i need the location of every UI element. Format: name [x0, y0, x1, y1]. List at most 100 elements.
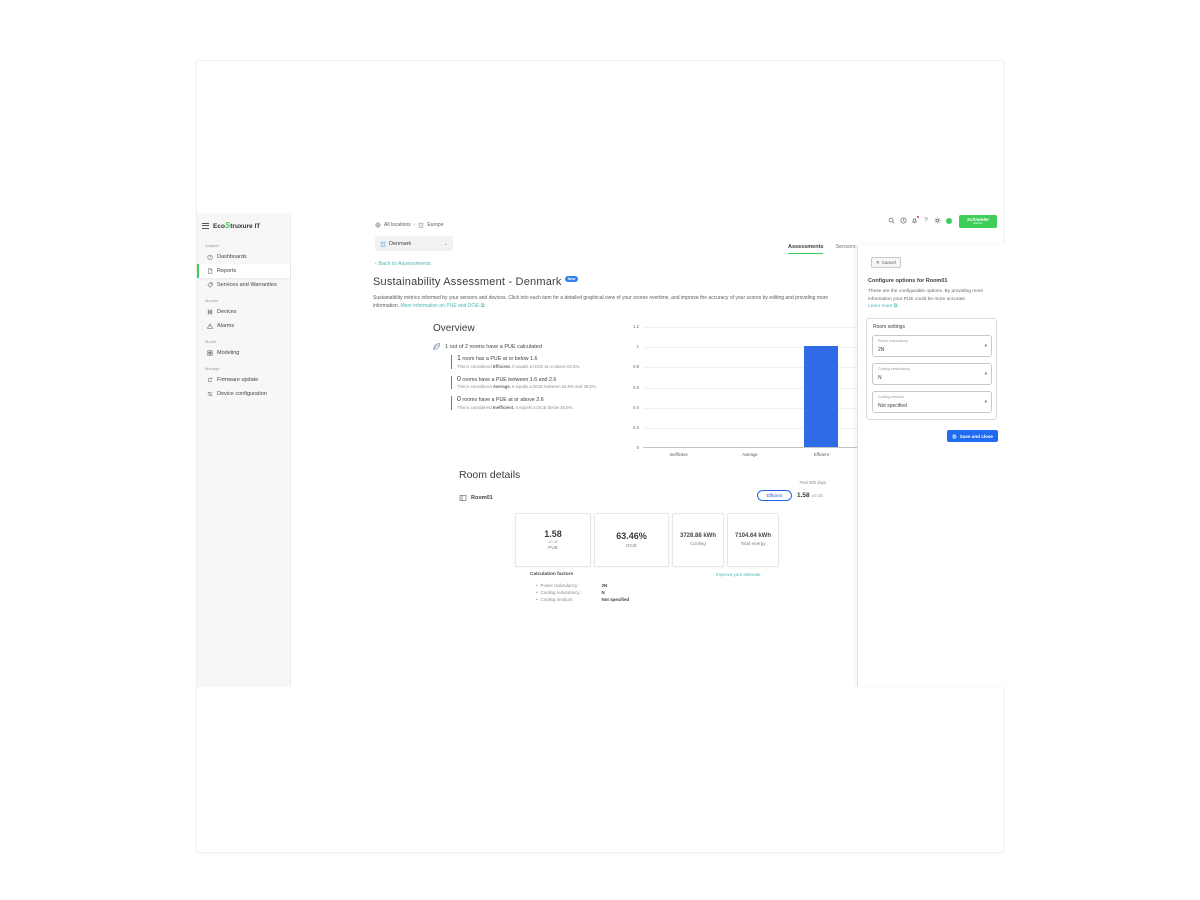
pue-dcie-info-link[interactable]: More information on PUE and DCiE ⧉ [400, 302, 485, 309]
server-icon [207, 309, 213, 315]
chart-ytick-label: 0 [636, 445, 639, 450]
panel-heading: Configure options for Room01 [868, 278, 948, 284]
gauge-icon [207, 254, 213, 260]
tab-bar: Assessments Sensors [788, 244, 856, 254]
chart-gridline [643, 427, 857, 429]
metric-card-total-energy: 7104.64 kWh Total energy [727, 513, 779, 567]
leaf-icon [433, 343, 440, 350]
pue-distribution-chart: 0 0.2 0.4 0.6 0.8 1 1.2 Inefficient Average Effi… [621, 319, 857, 471]
breadcrumb-europe[interactable]: Europe [427, 222, 444, 228]
room-row[interactable]: Room01 [459, 494, 493, 502]
sidebar-item-reports[interactable]: Reports [197, 264, 290, 278]
chart-ytick-label: 0.4 [633, 404, 639, 410]
notification-badge [916, 215, 920, 219]
sidebar-item-modeling[interactable]: Modeling [197, 346, 290, 360]
sidebar-section-analyze: Analyze [205, 243, 220, 248]
back-link[interactable]: ‹ Back to Assessments [375, 261, 431, 267]
caret-down-icon: ▾ [984, 399, 987, 404]
user-status-icon[interactable] [945, 217, 952, 224]
report-icon [208, 268, 213, 274]
room-details-heading: Room details [459, 469, 521, 481]
search-icon[interactable] [888, 217, 895, 224]
sidebar: EcoStruxure IT Analyze Dashboards Report… [197, 213, 291, 687]
metric-card-dcie: 63.46% DCiE [594, 513, 669, 567]
factor-cooling-medium: • Cooling medium: Not specified [536, 597, 630, 603]
tag-icon [207, 282, 213, 288]
chart-ytick-label: 1 [636, 344, 639, 350]
cooling-medium-select[interactable]: Cooling medium Not specified ▾ [872, 391, 992, 413]
history-icon[interactable] [900, 217, 907, 224]
cooling-redundancy-select[interactable]: Cooling redundancy N ▾ [872, 363, 992, 385]
metric-card-cooling: 3728.88 kWh Cooling [672, 513, 724, 567]
topbar-icon-row: ? [888, 215, 952, 224]
browser-page: EcoStruxure IT Analyze Dashboards Report… [196, 60, 1005, 853]
hamburger-menu-icon[interactable] [202, 222, 209, 229]
save-and-close-button[interactable]: Save and close [947, 430, 998, 442]
schneider-logo[interactable]: Schneider Electric [959, 215, 997, 228]
factor-cooling-redundancy: • Cooling redundancy: N [536, 590, 605, 596]
tab-assessments[interactable]: Assessments [788, 244, 824, 254]
overview-bullet-average: 0 rooms have a PUE between 1.6 and 2.6 T… [451, 375, 629, 389]
chart-gridline [643, 347, 857, 349]
factor-power-redundancy: • Power redundancy: 2N [536, 583, 608, 588]
sidebar-item-services-warranties[interactable]: Services and Warranties [197, 278, 290, 292]
chart-gridline [643, 387, 857, 389]
calc-factors-list: • Power redundancy: 2N • Cooling redundancy… [536, 582, 629, 603]
sidebar-section-monitor: Monitor [205, 298, 219, 303]
chevron-left-icon: ‹ [375, 261, 377, 267]
sidebar-item-device-configuration[interactable]: Device configuration [197, 387, 290, 401]
overview-bullet-inefficient: 0 rooms have a PUE at or above 2.6 This … [451, 396, 629, 410]
sidebar-item-alarms[interactable]: Alarms [197, 319, 290, 333]
sidebar-item-dashboards[interactable]: Dashboards [197, 250, 290, 264]
breadcrumb-all-locations[interactable]: All locations [384, 222, 411, 228]
improve-estimate-link[interactable]: Improve your estimate [716, 572, 761, 577]
metric-card-pue: 1.58 ±0.26 PUE [515, 513, 591, 567]
cancel-button[interactable]: ✕ Cancel [871, 257, 901, 268]
room-icon [459, 495, 467, 501]
chevron-down-icon: ⌄ [443, 240, 448, 247]
learn-more-link[interactable]: Learn more ⧉ [868, 304, 898, 310]
help-icon[interactable]: ? [924, 217, 928, 224]
breadcrumb-separator: › [413, 222, 416, 228]
title-row: Sustainability Assessment - Denmark New [373, 276, 579, 288]
bullet-dot: • [536, 583, 538, 588]
location-select-value: Denmark [389, 240, 412, 247]
ecostruxure-glyph-icon: S [224, 221, 231, 230]
tab-sensors[interactable]: Sensors [835, 244, 856, 250]
settings-gear-icon[interactable] [934, 217, 941, 224]
chart-ytick-label: 0.2 [633, 424, 639, 430]
bullet-dot: • [536, 597, 538, 603]
room-pue-uncertainty: ±0.26 [811, 493, 823, 498]
page-title: Sustainability Assessment - Denmark [373, 276, 562, 288]
app-logo: EcoStruxure IT [213, 221, 261, 230]
chart-gridline [643, 407, 857, 409]
period-label: Past 365 days [799, 480, 826, 485]
chart-xtick-label: Average [742, 452, 758, 457]
location-select[interactable]: Denmark ⌄ [375, 236, 453, 251]
pue-summary: 1 out of 2 rooms have a PUE calculated [432, 342, 542, 351]
sliders-icon [207, 392, 213, 396]
sidebar-item-devices[interactable]: Devices [197, 305, 290, 319]
sidebar-section-model: Model [205, 339, 216, 344]
configure-panel: ✕ Cancel Configure options for Room01 The… [857, 245, 1005, 687]
calc-factors-heading: Calculation factors [530, 572, 574, 577]
chart-bar [804, 346, 839, 447]
status-badge: Efficient [757, 490, 792, 501]
caret-down-icon: ▾ [984, 343, 987, 348]
chart-xtick-label: Inefficient [669, 452, 688, 457]
globe-icon [375, 222, 381, 228]
save-icon [952, 434, 957, 438]
close-icon: ✕ [876, 259, 880, 265]
overview-bullet-efficient: 1 room has a PUE at or below 1.6 This is… [451, 355, 629, 369]
notifications-icon[interactable] [911, 215, 920, 224]
chart-plot [643, 327, 857, 448]
chart-ytick-label: 0.8 [633, 364, 639, 370]
external-link-icon: ⧉ [480, 302, 485, 309]
overview-bullets: 1 room has a PUE at or below 1.6 This is… [451, 355, 629, 417]
sidebar-item-firmware-update[interactable]: Firmware update [197, 373, 290, 387]
chart-xtick-label: Efficient [813, 452, 829, 457]
power-redundancy-select[interactable]: Power redundancy 2N ▾ [872, 335, 992, 357]
breadcrumb: All locations › Europe [375, 222, 443, 228]
building-icon [380, 241, 386, 246]
